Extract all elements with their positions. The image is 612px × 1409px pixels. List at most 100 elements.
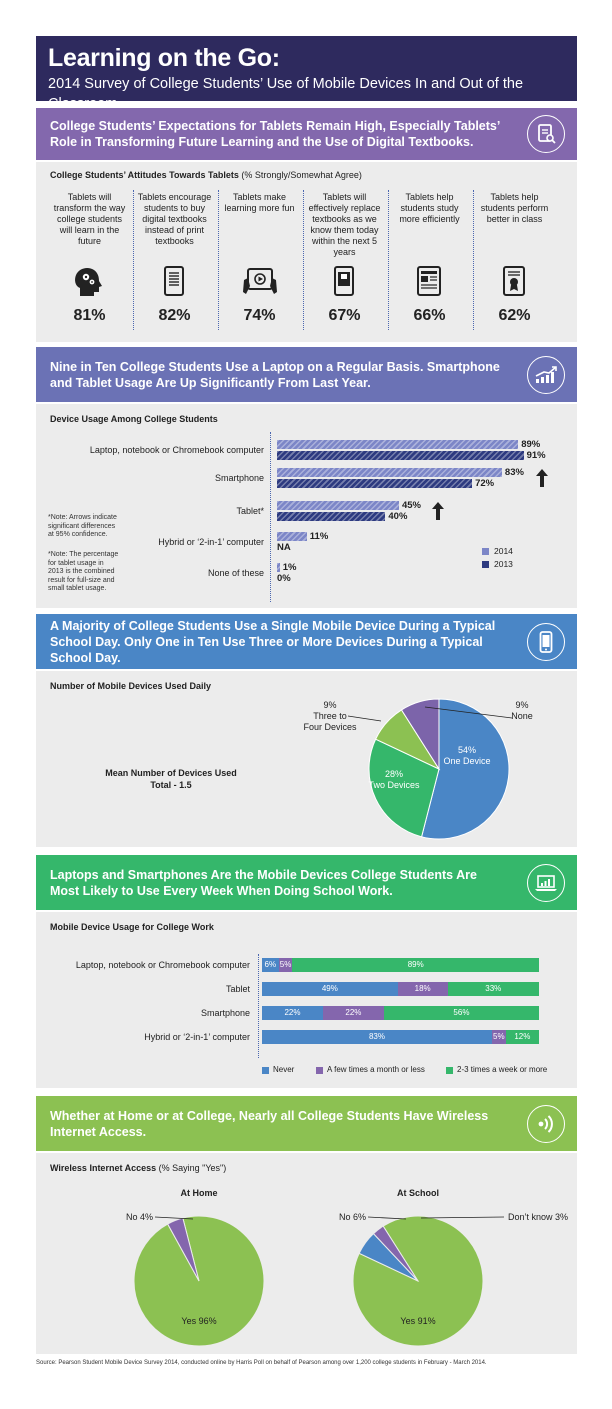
axis-divider-2: [258, 954, 259, 1058]
pie-label: 28%: [385, 769, 403, 779]
segment-a-few-times-a-month-or-less: 5%: [491, 1030, 506, 1044]
segment-never: 6%: [262, 958, 279, 972]
pie-label: No 4%: [126, 1212, 153, 1222]
section2-heading: Nine in Ten College Students Use a Lapto…: [50, 359, 500, 390]
growth-chart-icon: [527, 355, 565, 394]
attitude-divider: [133, 190, 134, 330]
segment-2-3-times-a-week-or-more: 56%: [383, 1006, 539, 1020]
attitude-label: Tablets will transform the way college s…: [53, 192, 126, 246]
section3-band: A Majority of College Students Use a Sin…: [36, 614, 577, 669]
bar-label: 45%: [401, 500, 421, 511]
laptop-chart-icon: [527, 863, 565, 902]
legend-label: 2014: [494, 546, 513, 556]
legend-label: A few times a month or less: [327, 1065, 425, 1074]
segment-never: 83%: [262, 1030, 492, 1044]
pie-label: At Home: [180, 1188, 217, 1198]
segment-a-few-times-a-month-or-less: 5%: [278, 958, 293, 972]
significant-arrow-icon: [535, 469, 548, 492]
tablet-note: *Note: The percentage for tablet usage i…: [48, 551, 119, 592]
legend-swatch-2013: [482, 561, 489, 568]
section5-band: Whether at Home or at College, Nearly al…: [36, 1096, 577, 1151]
pie-label: Don’t know 3%: [508, 1212, 568, 1222]
college-work-title: Mobile Device Usage for College Work: [50, 922, 214, 932]
bar-label: 72%: [475, 478, 495, 489]
arrow-note: *Note: Arrows indicate significant diffe…: [48, 514, 117, 538]
section3-heading: A Majority of College Students Use a Sin…: [50, 618, 496, 665]
category-label: Hybrid or ‘2-in-1’ computer: [158, 537, 264, 547]
attitude-label: Tablets help students perform better in …: [480, 192, 549, 224]
pie-label: Four Devices: [303, 722, 357, 732]
section1-subtitle: College Students’ Attitudes Towards Tabl…: [50, 170, 362, 180]
section4-panel: Mobile Device Usage for College Work Lap…: [36, 912, 577, 1088]
wireless-subtitle: Wireless Internet Access (% Saying "Yes"…: [50, 1163, 226, 1173]
wireless-subtitle-light: (% Saying "Yes"): [158, 1163, 227, 1173]
section4-band: Laptops and Smartphones Are the Mobile D…: [36, 855, 577, 910]
wifi-icon: [527, 1104, 565, 1143]
ebook-icon: [157, 264, 193, 300]
legend-label: Never: [273, 1065, 295, 1074]
attitude-value: 81%: [73, 307, 106, 324]
pie-label: Yes 91%: [400, 1316, 435, 1326]
bar-2013: [277, 479, 473, 488]
bar-label: 0%: [277, 573, 291, 584]
title-block: Learning on the Go: 2014 Survey of Colle…: [36, 36, 577, 112]
legend-swatch: [262, 1067, 269, 1074]
pie-label: 9%: [323, 700, 336, 710]
category-label: Tablet*: [236, 506, 264, 516]
mean-devices: Mean Number of Devices Used Total - 1.5: [96, 767, 246, 791]
segment-2-3-times-a-week-or-more: 12%: [505, 1030, 539, 1044]
bar-label: 83%: [504, 467, 524, 478]
bar-2014: [277, 468, 502, 477]
bar-label: 91%: [526, 450, 546, 461]
attitude-value: 66%: [413, 307, 446, 324]
section1-subtitle-bold: College Students’ Attitudes Towards Tabl…: [50, 170, 239, 180]
pie-label: 54%: [458, 745, 476, 755]
devices-daily-title: Number of Mobile Devices Used Daily: [50, 681, 212, 691]
category-label: Tablet: [225, 984, 250, 994]
attitude-label: Tablets help students study more efficie…: [399, 192, 460, 224]
pie-slice-no: [167, 1217, 200, 1282]
legend-label: 2-3 times a week or more: [457, 1065, 548, 1074]
page-title: Learning on the Go:: [48, 44, 280, 72]
pie-slice-don-t-know: [372, 1225, 419, 1282]
mean-value: Total - 1.5: [150, 780, 192, 790]
pie-label: Three to: [313, 711, 347, 721]
attitude-value: 62%: [498, 307, 531, 324]
section1-band: College Students’ Expectations for Table…: [36, 108, 577, 160]
segment-2-3-times-a-week-or-more: 89%: [292, 958, 539, 972]
section1-subtitle-light: (% Strongly/Somewhat Agree): [241, 170, 362, 180]
section2-panel: Device Usage Among College Students *Not…: [36, 404, 577, 608]
category-label: None of these: [207, 568, 264, 578]
segment-a-few-times-a-month-or-less: 22%: [322, 1006, 384, 1020]
head-gears-icon: [72, 264, 108, 300]
pie-label: 9%: [515, 700, 528, 710]
wireless-pies: At Home At School Yes 96% Yes 91% No 4% No 6%…: [126, 1188, 568, 1347]
bar-label: 89%: [521, 439, 541, 450]
axis-divider: [270, 432, 271, 602]
attitude-divider: [218, 190, 219, 330]
legend-swatch-2014: [482, 548, 489, 555]
significant-arrow-icon: [431, 502, 444, 525]
attitude-divider: [473, 190, 474, 330]
mean-label: Mean Number of Devices Used: [105, 768, 237, 778]
source-note: Source: Pearson Student Mobile Device Su…: [36, 1360, 487, 1366]
news-tablet-icon: [412, 264, 448, 300]
wireless-subtitle-bold: Wireless Internet Access: [50, 1163, 157, 1173]
device-usage-chart-title: Device Usage Among College Students: [50, 414, 218, 424]
smartphone-icon: [527, 622, 565, 661]
segment-never: 22%: [262, 1006, 323, 1020]
hands-tablet-icon: [242, 264, 278, 300]
legend-swatch: [316, 1067, 323, 1074]
category-label: Laptop, notebook or Chromebook computer: [89, 445, 264, 455]
attitude-value: 67%: [328, 307, 361, 324]
segment-a-few-times-a-month-or-less: 18%: [397, 982, 448, 996]
section4-heading: Laptops and Smartphones Are the Mobile D…: [50, 867, 477, 898]
segment-never: 49%: [262, 982, 398, 996]
attitude-label: Tablets make learning more fun: [224, 192, 295, 213]
attitude-label: Tablets encourage students to buy digita…: [137, 192, 212, 246]
certificate-tablet-icon: [497, 264, 533, 300]
bar-2013: [277, 512, 386, 521]
bar-2014: [277, 532, 307, 541]
attitude-divider: [303, 190, 304, 330]
bar-label: NA: [277, 542, 291, 553]
